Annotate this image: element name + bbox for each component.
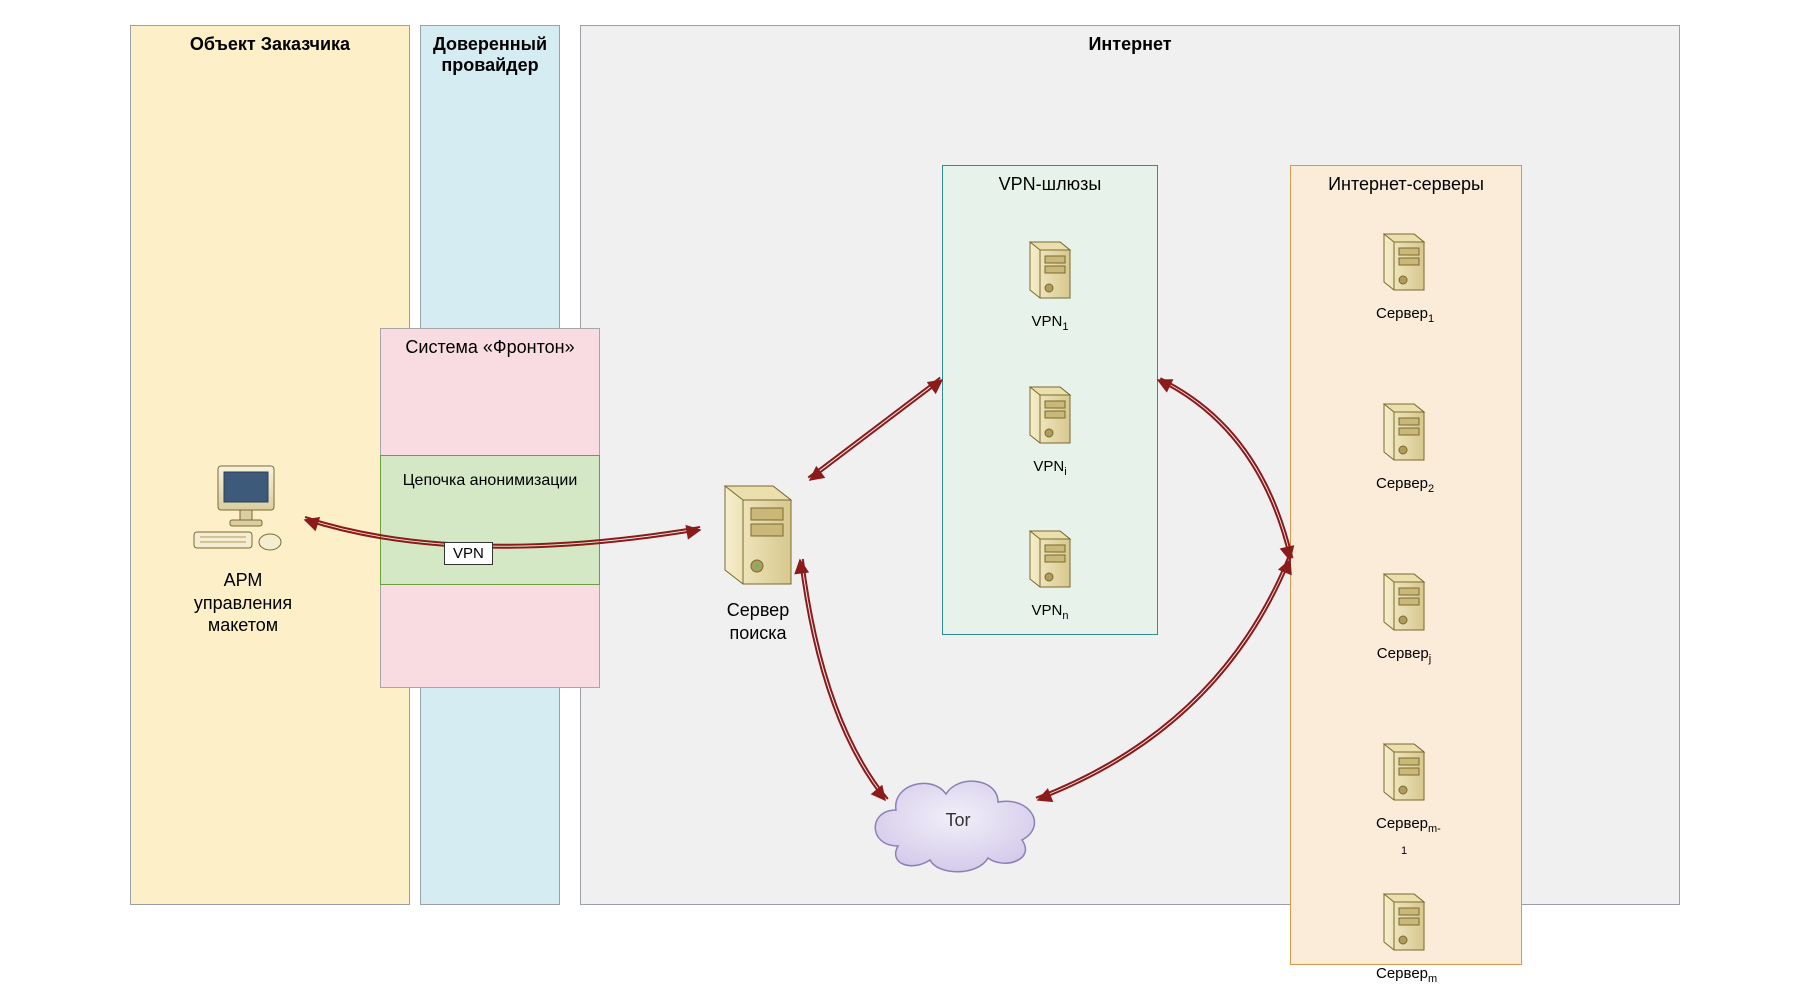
n-srvm-label: Серверm (1376, 965, 1432, 987)
n-srv2-label: Сервер2 (1376, 475, 1432, 497)
vpn-badge-text: VPN (453, 545, 484, 562)
node-server-m: Серверm (1376, 884, 1432, 987)
n-vpn1-label: VPN1 (1022, 313, 1078, 335)
node-vpn-n: VPNn (1022, 521, 1078, 624)
n-search-label: Сервер поиска (713, 599, 803, 644)
group-anon-chain-title: Цепочка анонимизации (381, 472, 599, 490)
server-small-icon (1376, 224, 1432, 296)
svg-text:Tor: Tor (945, 810, 970, 830)
n-srvj-label: Серверj (1376, 645, 1432, 667)
diagram-canvas: Объект Заказчика Доверенный провайдер Ин… (0, 0, 1800, 1006)
workstation-icon (188, 460, 298, 560)
n-srvm1-label: Серверm-1 (1376, 815, 1432, 859)
server-icon (713, 470, 803, 590)
zone-internet-title: Интернет (581, 34, 1679, 55)
zone-provider-title: Доверенный провайдер (421, 34, 559, 76)
group-fronton-title: Система «Фронтон» (381, 337, 599, 358)
server-small-icon (1022, 377, 1078, 449)
group-anon-chain: Цепочка анонимизации (380, 455, 600, 585)
node-server-j: Серверj (1376, 564, 1432, 667)
node-search-server: Сервер поиска (713, 470, 803, 644)
server-small-icon (1022, 232, 1078, 304)
server-small-icon (1376, 884, 1432, 956)
group-vpn-title: VPN-шлюзы (943, 174, 1157, 195)
n-vpni-label: VPNi (1022, 458, 1078, 480)
node-vpn-1: VPN1 (1022, 232, 1078, 335)
group-servers-title: Интернет-серверы (1291, 174, 1521, 195)
n-srv1-label: Сервер1 (1376, 305, 1432, 327)
server-small-icon (1376, 734, 1432, 806)
node-server-1: Сервер1 (1376, 224, 1432, 327)
zone-customer-title: Объект Заказчика (131, 34, 409, 55)
server-small-icon (1022, 521, 1078, 593)
node-vpn-i: VPNi (1022, 377, 1078, 480)
node-tor-cloud: Tor (858, 760, 1058, 885)
node-server-2: Сервер2 (1376, 394, 1432, 497)
server-small-icon (1376, 564, 1432, 636)
node-server-m-1: Серверm-1 (1376, 734, 1432, 859)
n-arm-label: АРМ управления макетом (188, 569, 298, 637)
server-small-icon (1376, 394, 1432, 466)
cloud-icon: Tor (858, 760, 1058, 880)
node-arm-workstation: АРМ управления макетом (188, 460, 298, 637)
n-vpnn-label: VPNn (1022, 602, 1078, 624)
vpn-badge: VPN (444, 542, 493, 565)
